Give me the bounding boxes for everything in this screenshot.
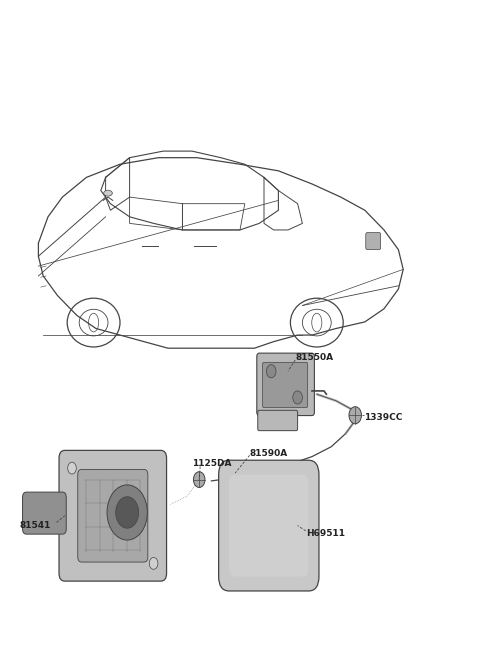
FancyBboxPatch shape bbox=[263, 363, 308, 407]
Circle shape bbox=[68, 463, 76, 474]
FancyBboxPatch shape bbox=[229, 474, 309, 577]
Text: H69511: H69511 bbox=[306, 529, 345, 538]
FancyBboxPatch shape bbox=[59, 451, 167, 581]
Text: 81541: 81541 bbox=[19, 521, 50, 530]
Circle shape bbox=[193, 472, 205, 487]
FancyBboxPatch shape bbox=[257, 353, 314, 416]
Circle shape bbox=[107, 485, 147, 540]
Circle shape bbox=[266, 365, 276, 378]
Text: 81590A: 81590A bbox=[250, 449, 288, 458]
Circle shape bbox=[293, 391, 302, 404]
FancyBboxPatch shape bbox=[219, 460, 319, 591]
Ellipse shape bbox=[104, 191, 112, 196]
Circle shape bbox=[149, 557, 158, 569]
FancyBboxPatch shape bbox=[78, 469, 148, 562]
Text: 81550A: 81550A bbox=[295, 353, 333, 362]
Circle shape bbox=[349, 407, 361, 424]
Text: 1339CC: 1339CC bbox=[364, 413, 402, 422]
Circle shape bbox=[116, 497, 139, 528]
FancyBboxPatch shape bbox=[23, 492, 66, 534]
FancyBboxPatch shape bbox=[258, 410, 298, 431]
FancyBboxPatch shape bbox=[366, 233, 381, 250]
Text: 1125DA: 1125DA bbox=[192, 459, 231, 468]
